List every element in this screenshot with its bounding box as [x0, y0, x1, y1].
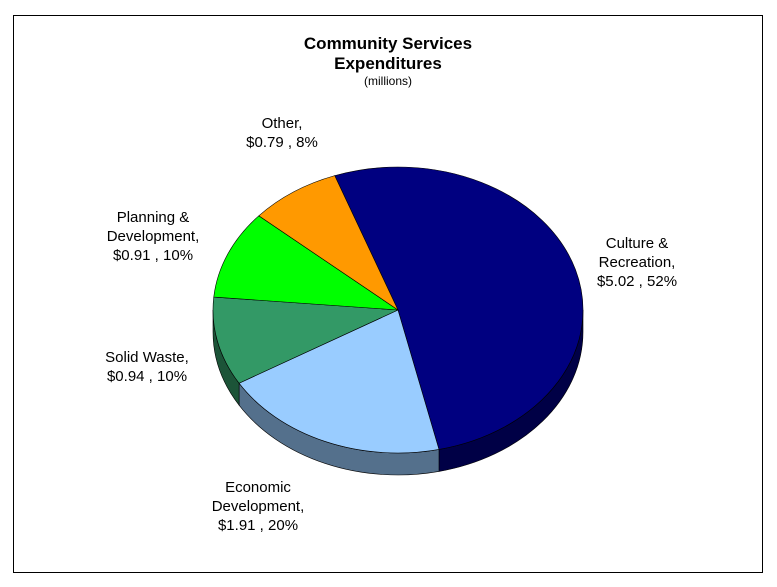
pie-slice-4: [258, 175, 399, 311]
slice-label-0: Culture & Recreation, $5.02 , 52%: [597, 235, 677, 290]
slice-label-4: Other, $0.79 , 8%: [246, 115, 318, 151]
slice-label-1: Economic Development, $1.91 , 20%: [212, 479, 305, 534]
pie-slice-1: [238, 309, 440, 454]
title-block: Community Services Expenditures (million…: [14, 34, 762, 88]
slice-label-2: Solid Waste, $0.94 , 10%: [105, 349, 189, 385]
chart-subtitle: (millions): [364, 74, 412, 88]
slice-label-3: Planning & Development, $0.91 , 10%: [107, 209, 200, 264]
pie-slice-2: [212, 296, 399, 384]
pie-slice-3: [213, 215, 400, 311]
chart-title: Community Services Expenditures: [303, 34, 473, 73]
pie-slice-0: [334, 166, 584, 450]
